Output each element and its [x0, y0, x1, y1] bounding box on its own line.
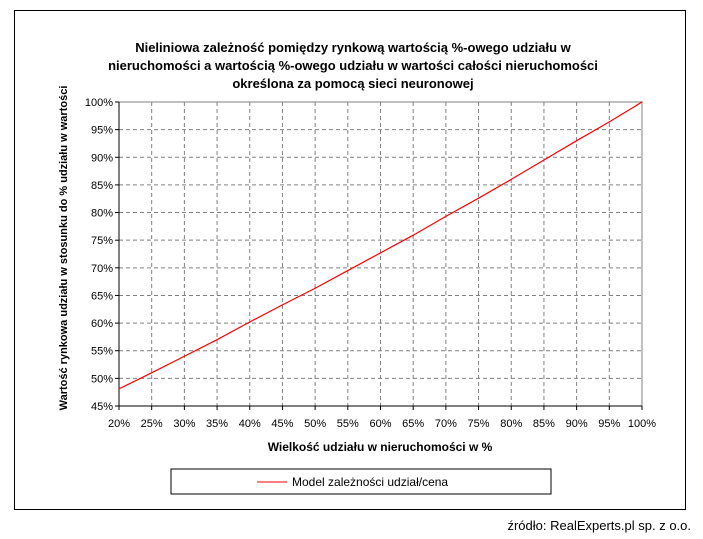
y-tick-label: 60% [91, 318, 113, 330]
y-tick-label: 70% [91, 263, 113, 275]
x-tick-labels: 20% 25% 30% 35% 40% 45% 50% 55% 60% 65% 70% 75% 80% 8… [108, 418, 656, 430]
data-point [216, 339, 218, 341]
x-tick-label: 65% [402, 418, 424, 430]
data-point [314, 287, 316, 289]
chart-title-line: Nieliniowa zależność pomiędzy rynkową wa… [135, 40, 571, 55]
y-tick-label: 95% [91, 125, 113, 137]
data-point [347, 269, 349, 272]
y-tick-label: 100% [85, 97, 113, 109]
legend-box [170, 468, 552, 495]
data-point [151, 372, 153, 374]
x-tick-label: 90% [566, 418, 588, 430]
x-tick-label: 35% [206, 418, 228, 430]
y-tick-label: 55% [91, 346, 113, 358]
y-tick-label: 75% [91, 235, 113, 247]
y-tick-label: 65% [91, 290, 113, 302]
data-point [477, 197, 480, 199]
y-tick-label: 45% [91, 401, 113, 413]
grid [119, 101, 643, 406]
data-point [379, 252, 382, 254]
chart-svg: Nieliniowa zależność pomiędzy rynkową wa… [58, 40, 656, 495]
source-note: źródło: RealExperts.pl sp. z o.o. [507, 518, 691, 533]
data-point [510, 178, 512, 180]
x-tick-label: 20% [108, 418, 130, 430]
chart-title-line: określona za pomocą sieci neuronowej [232, 76, 473, 91]
x-tick-label: 60% [369, 418, 391, 430]
y-tick-label: 80% [91, 208, 113, 220]
data-point [118, 388, 120, 390]
x-tick-label: 25% [141, 418, 163, 430]
data-point [543, 159, 545, 161]
x-tick-label: 40% [239, 418, 261, 430]
y-tick-label: 90% [91, 152, 113, 164]
data-point [608, 121, 610, 123]
x-tick-label: 85% [533, 418, 555, 430]
series-group [118, 101, 643, 390]
chart-frame: Nieliniowa zależność pomiędzy rynkową wa… [14, 10, 686, 510]
x-tick-label: 75% [468, 418, 490, 430]
data-point [576, 140, 578, 142]
chart-title-line: nieruchomości a wartością %-owego udział… [108, 58, 598, 73]
y-axis-title: Wartość rynkowa udziału w stosunku do % … [58, 86, 70, 411]
x-tick-label: 70% [435, 418, 457, 430]
x-axis-title: Wielkość udziału w nieruchomości w % [268, 440, 493, 454]
x-tick-label: 80% [500, 418, 522, 430]
legend: Model zależności udział/cena [170, 468, 552, 495]
x-tick-label: 100% [628, 418, 656, 430]
x-tick-label: 45% [271, 418, 293, 430]
x-tick-label: 30% [173, 418, 195, 430]
chart-title: Nieliniowa zależność pomiędzy rynkową wa… [108, 40, 598, 91]
y-tick-labels: 45% 50% 55% 60% 65% 70% 75% 80% 85% 90% 95% 100% [85, 97, 113, 413]
y-tick-label: 50% [91, 373, 113, 385]
x-tick-label: 50% [304, 418, 326, 430]
data-point [281, 304, 284, 306]
data-point [183, 355, 185, 357]
y-tick-label: 85% [91, 180, 113, 192]
data-point [445, 215, 447, 218]
x-tick-label: 95% [598, 418, 620, 430]
data-point [412, 234, 414, 236]
x-tick-label: 55% [337, 418, 359, 430]
data-point [641, 101, 643, 103]
axes [115, 101, 643, 410]
legend-label: Model zależności udział/cena [292, 475, 448, 489]
data-point [249, 321, 251, 323]
